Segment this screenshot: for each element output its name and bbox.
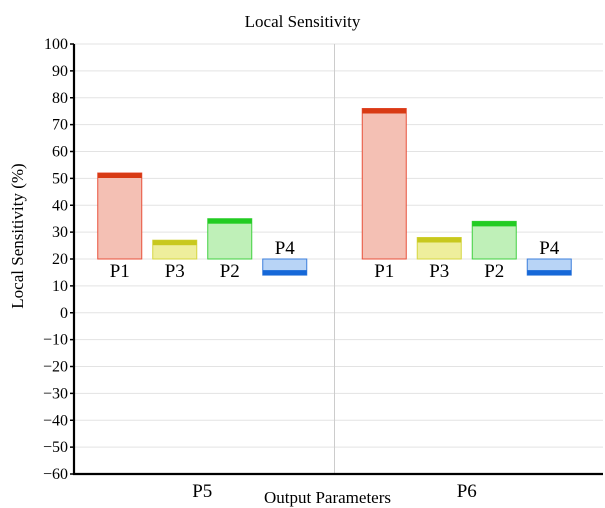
- y-axis-label: Local Sensitivity (%): [8, 163, 27, 309]
- bar-cap: [207, 218, 252, 224]
- bar-cap: [97, 173, 142, 178]
- y-tick-label: −60: [43, 466, 68, 483]
- bar: [471, 220, 517, 260]
- y-tick-label: −40: [43, 412, 68, 429]
- bar-label: P1: [374, 261, 394, 282]
- bar-cap: [262, 270, 307, 276]
- bar-cap: [362, 108, 407, 114]
- y-tick-label: −20: [43, 359, 68, 376]
- y-tick-label: 90: [52, 63, 68, 80]
- y-tick-label: 100: [44, 36, 68, 53]
- y-tick-label: 0: [60, 305, 68, 322]
- bar-cap: [152, 240, 197, 246]
- bar-cap: [527, 270, 572, 276]
- y-tick-label: 60: [52, 144, 68, 161]
- y-tick-label: 20: [52, 251, 68, 268]
- y-tick-label: 40: [52, 197, 68, 214]
- bar-label: P3: [165, 261, 185, 282]
- chart-title: Local Sensitivity: [244, 12, 361, 31]
- y-tick-label: 30: [52, 224, 68, 241]
- bar: [97, 172, 143, 260]
- group-label: P5: [192, 481, 212, 502]
- bar: [207, 218, 253, 260]
- group-label: P6: [457, 481, 477, 502]
- y-tick-label: −10: [43, 332, 68, 349]
- bar-label: P4: [539, 238, 560, 259]
- x-axis-label: Output Parameters: [264, 488, 391, 507]
- bar-label: P3: [429, 261, 449, 282]
- y-tick-label: 80: [52, 90, 68, 107]
- y-tick-label: 10: [52, 278, 68, 295]
- bar-label: P4: [275, 238, 296, 259]
- y-tick-label: 70: [52, 117, 68, 134]
- bar-cap: [472, 221, 517, 227]
- bar: [361, 108, 407, 260]
- y-tick-label: −30: [43, 385, 68, 402]
- bar-label: P2: [484, 261, 504, 282]
- y-tick-label: −50: [43, 439, 68, 456]
- bar-cap: [417, 237, 462, 243]
- y-tick-label: 50: [52, 170, 68, 187]
- bar-label: P2: [220, 261, 240, 282]
- bar-label: P1: [110, 261, 130, 282]
